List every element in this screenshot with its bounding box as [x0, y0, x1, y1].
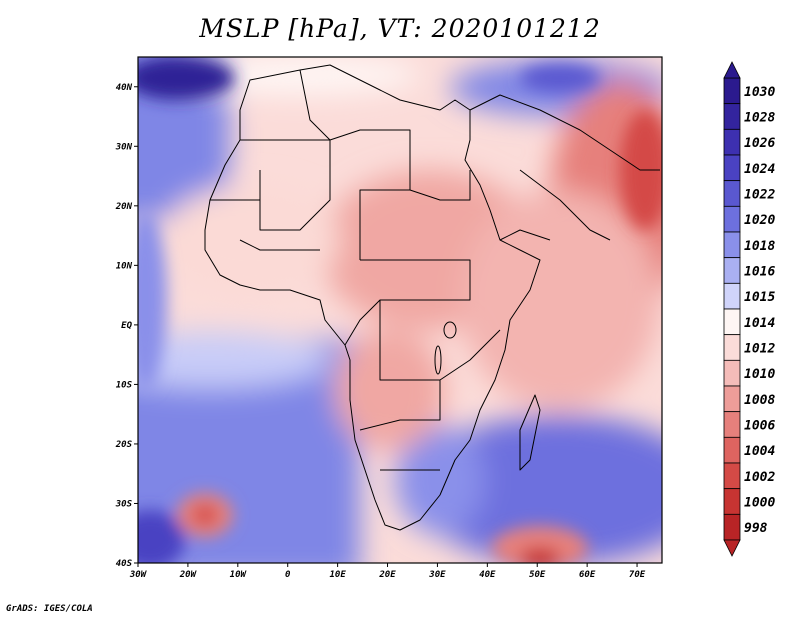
colorbar: 1030 1028 1026 1024 1022 1020 1018 1016 1015 1014… — [723, 61, 775, 557]
lon-tick-label: 20W — [179, 570, 198, 580]
colorbar-label: 1022 — [744, 188, 775, 203]
colorbar-label: 1015 — [744, 290, 775, 305]
lon-tick-label: 30W — [129, 570, 148, 580]
map-title: MSLP [hPa], VT: 2020101212 — [199, 14, 601, 43]
colorbar-swatch — [723, 205, 741, 233]
colorbar-label: 1012 — [744, 342, 775, 357]
colorbar-bottom-arrow — [723, 539, 741, 557]
colorbar-label: 1018 — [744, 239, 775, 254]
colorbar-swatch — [723, 334, 741, 361]
colorbar-label: 998 — [744, 521, 768, 536]
lon-tick-label: 10E — [329, 570, 346, 580]
lon-tick-label: 40E — [479, 570, 496, 580]
colorbar-swatch — [723, 154, 741, 182]
colorbar-label: 1000 — [744, 496, 775, 511]
pressure-field — [138, 57, 662, 563]
lat-tick-label: 40S — [116, 559, 133, 569]
lat-tick-label: EQ — [121, 321, 132, 331]
country-borders — [204, 64, 660, 531]
colorbar-label: 1010 — [744, 367, 775, 382]
colorbar-swatch — [723, 359, 741, 387]
colorbar-swatch — [723, 411, 741, 438]
lat-tick-label: 20S — [115, 440, 133, 450]
colorbar-label: 1026 — [744, 136, 775, 151]
lon-tick-label: 30E — [428, 570, 446, 580]
colorbar-swatch — [723, 488, 741, 515]
lat-tick-label: 30N — [115, 142, 133, 152]
colorbar-swatch — [723, 257, 741, 284]
colorbar-swatch — [723, 282, 741, 310]
colorbar-label: 1028 — [744, 111, 775, 126]
lon-tick-label: 10W — [230, 570, 248, 580]
lat-tick-label: 10S — [116, 380, 133, 390]
lon-tick-label: 0 — [285, 570, 291, 580]
lat-tick-label: 30S — [115, 499, 133, 509]
lon-tick-label: 20E — [378, 570, 396, 580]
lat-tick-label: 10N — [116, 261, 133, 271]
colorbar-label: 1020 — [744, 213, 775, 228]
colorbar-swatch — [723, 128, 741, 156]
colorbar-label: 1014 — [744, 316, 775, 331]
colorbar-top-arrow — [723, 61, 741, 79]
colorbar-swatch — [723, 103, 741, 130]
colorbar-label: 1008 — [744, 393, 775, 408]
colorbar-label: 1006 — [744, 419, 775, 434]
colorbar-swatch — [723, 231, 741, 259]
colorbar-swatch — [723, 308, 741, 336]
lat-tick-label: 40N — [116, 83, 133, 93]
lon-tick-label: 50E — [529, 570, 546, 580]
colorbar-label: 1016 — [744, 265, 775, 280]
lon-tick-label: 70E — [629, 570, 646, 580]
colorbar-label: 1024 — [744, 162, 775, 177]
colorbar-label: 1030 — [744, 85, 775, 100]
colorbar-swatch — [723, 77, 741, 105]
lat-tick-label: 20N — [115, 202, 133, 212]
axis-ticks: 30W 20W 10W 0 10E 20E 30E 40E 50E 60E 70E 40N 30N 20N… — [115, 83, 646, 580]
colorbar-label: 1004 — [744, 444, 775, 459]
colorbar-swatch — [723, 385, 741, 413]
lon-tick-label: 60E — [579, 570, 596, 580]
colorbar-label: 1002 — [744, 470, 775, 485]
map-frame — [137, 56, 663, 564]
colorbar-swatch — [723, 462, 741, 490]
colorbar-swatch — [723, 180, 741, 207]
colorbar-swatch — [723, 513, 741, 541]
colorbar-swatch — [723, 436, 741, 464]
credit-text: GrADS: IGES/COLA — [6, 604, 93, 614]
